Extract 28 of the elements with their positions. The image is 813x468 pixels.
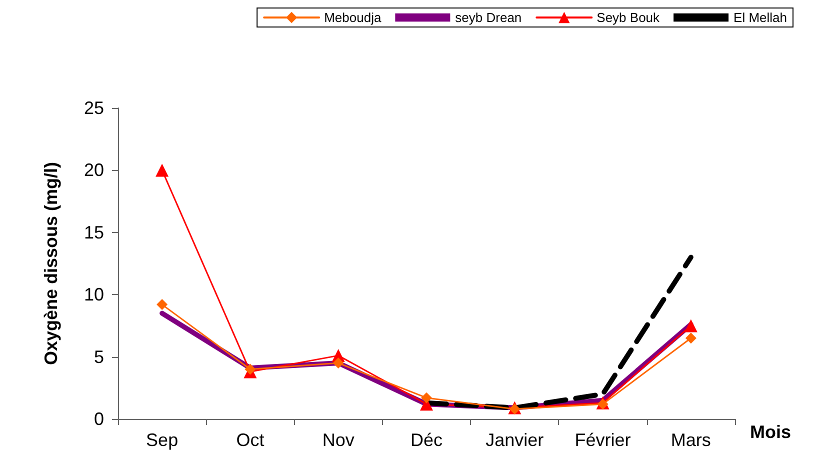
point (685, 332, 696, 344)
x-tick-label: Février (574, 430, 631, 450)
y-tick-label: 10 (84, 284, 104, 305)
point (332, 358, 344, 369)
legend-label: seyb Drean (455, 10, 522, 25)
point (156, 299, 168, 310)
point (684, 319, 698, 332)
y-tick-label: 15 (84, 222, 104, 242)
point (421, 392, 432, 404)
legend-label: Meboudja (324, 10, 382, 25)
point (509, 404, 520, 415)
y-axis-title: Oxygène dissous (mg/l) (41, 162, 61, 366)
x-axis-title: Mois (750, 422, 792, 442)
x-tick-label: Sep (146, 430, 178, 450)
x-tick-label: Oct (236, 430, 264, 450)
point (597, 398, 608, 410)
point (244, 364, 256, 375)
x-tick-label: Janvier (486, 430, 544, 450)
legend-label: El Mellah (734, 10, 787, 25)
x-tick-label: Mars (670, 430, 711, 450)
x-tick-label: Déc (410, 430, 443, 450)
y-tick-label: 20 (84, 160, 104, 180)
x-tick-label: Nov (322, 430, 354, 450)
point (156, 164, 169, 177)
y-tick-label: 0 (94, 409, 104, 429)
y-tick-label: 5 (94, 346, 104, 367)
legend-label: Seyb Bouk (596, 10, 660, 25)
y-tick-label: 25 (84, 98, 104, 118)
